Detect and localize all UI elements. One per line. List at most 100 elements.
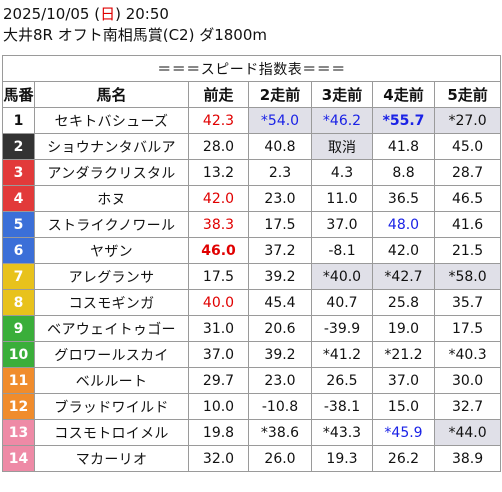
speed-index-cell: *46.2: [311, 107, 373, 134]
horse-name: ブラッドワイルド: [34, 393, 189, 420]
speed-index-cell: 19.8: [188, 419, 249, 446]
speed-index-cell: *27.0: [433, 107, 502, 134]
horse-name: ベルルート: [34, 367, 189, 394]
horse-number: 1: [2, 107, 35, 134]
speed-index-cell: 41.8: [372, 133, 435, 160]
speed-index-cell: 38.3: [188, 211, 249, 238]
speed-index-cell: 35.7: [433, 289, 502, 316]
horse-name: アレグランサ: [34, 263, 189, 290]
horse-name: アンダラクリスタル: [34, 159, 189, 186]
horse-row: 13 コスモトロイメル 19.8 *38.6 *43.3 *45.9 *44.0: [2, 419, 502, 446]
horse-row: 1 セキトバシューズ 42.3 *54.0 *46.2 *55.7 *27.0: [2, 107, 502, 134]
speed-index-cell: 46.5: [433, 185, 502, 212]
speed-index-cell: 25.8: [372, 289, 435, 316]
horse-name: コスモトロイメル: [34, 419, 189, 446]
speed-index-cell: 23.0: [248, 367, 312, 394]
horse-name: グロワールスカイ: [34, 341, 189, 368]
speed-index-cell: 19.0: [372, 315, 435, 342]
speed-index-cell: *54.0: [248, 107, 312, 134]
horse-name: ヤザン: [34, 237, 189, 264]
speed-index-table: ＝＝＝スピード指数表＝＝＝ 馬番 馬名 前走 2走前 3走前 4走前 5走前 1…: [1, 55, 502, 472]
horse-number: 11: [2, 367, 35, 394]
horse-number: 13: [2, 419, 35, 446]
speed-index-cell: 28.7: [433, 159, 502, 186]
col-header-last: 前走: [188, 81, 249, 108]
col-header-3back: 3走前: [311, 81, 373, 108]
speed-index-cell: 20.6: [248, 315, 312, 342]
speed-index-cell: 41.6: [433, 211, 502, 238]
horse-number: 14: [2, 445, 35, 472]
speed-index-cell: 取消: [311, 133, 373, 160]
speed-index-cell: 26.5: [311, 367, 373, 394]
date-suffix: ) 20:50: [115, 5, 169, 23]
weekday: 日: [100, 5, 116, 23]
horse-row: 10 グロワールスカイ 37.0 39.2 *41.2 *21.2 *40.3: [2, 341, 502, 368]
speed-index-cell: *41.2: [311, 341, 373, 368]
speed-index-cell: 42.3: [188, 107, 249, 134]
speed-index-cell: 15.0: [372, 393, 435, 420]
speed-index-cell: 45.4: [248, 289, 312, 316]
speed-index-cell: 28.0: [188, 133, 249, 160]
horse-row: 6 ヤザン 46.0 37.2 -8.1 42.0 21.5: [2, 237, 502, 264]
horse-number: 12: [2, 393, 35, 420]
horse-row: 5 ストライクノワール 38.3 17.5 37.0 48.0 41.6: [2, 211, 502, 238]
speed-index-cell: 10.0: [188, 393, 249, 420]
speed-index-cell: 19.3: [311, 445, 373, 472]
speed-index-cell: 11.0: [311, 185, 373, 212]
speed-index-cell: -38.1: [311, 393, 373, 420]
horse-number: 5: [2, 211, 35, 238]
horse-row: 4 ホヌ 42.0 23.0 11.0 36.5 46.5: [2, 185, 502, 212]
horse-row: 7 アレグランサ 17.5 39.2 *40.0 *42.7 *58.0: [2, 263, 502, 290]
horse-number: 7: [2, 263, 35, 290]
speed-index-cell: 37.0: [372, 367, 435, 394]
speed-index-cell: 40.8: [248, 133, 312, 160]
horse-number: 9: [2, 315, 35, 342]
speed-index-cell: *21.2: [372, 341, 435, 368]
horse-number: 4: [2, 185, 35, 212]
speed-index-cell: 32.0: [188, 445, 249, 472]
horse-name: ベアウェイトゥゴー: [34, 315, 189, 342]
speed-index-cell: 8.8: [372, 159, 435, 186]
speed-index-cell: 37.0: [311, 211, 373, 238]
speed-index-cell: 40.0: [188, 289, 249, 316]
speed-index-cell: 45.0: [433, 133, 502, 160]
speed-index-cell: 42.0: [372, 237, 435, 264]
speed-index-cell: 32.7: [433, 393, 502, 420]
horse-name: セキトバシューズ: [34, 107, 189, 134]
horse-number: 3: [2, 159, 35, 186]
speed-index-cell: 42.0: [188, 185, 249, 212]
speed-index-cell: 30.0: [433, 367, 502, 394]
speed-index-cell: *43.3: [311, 419, 373, 446]
speed-index-cell: 37.0: [188, 341, 249, 368]
horse-row: 3 アンダラクリスタル 13.2 2.3 4.3 8.8 28.7: [2, 159, 502, 186]
col-header-name: 馬名: [34, 81, 189, 108]
speed-index-cell: -10.8: [248, 393, 312, 420]
speed-index-cell: 17.5: [248, 211, 312, 238]
speed-index-cell: 13.2: [188, 159, 249, 186]
speed-index-cell: *42.7: [372, 263, 435, 290]
speed-index-cell: *44.0: [433, 419, 502, 446]
speed-index-cell: *40.0: [311, 263, 373, 290]
speed-index-cell: 17.5: [188, 263, 249, 290]
speed-index-cell: *45.9: [372, 419, 435, 446]
speed-index-cell: 17.5: [433, 315, 502, 342]
speed-index-cell: 26.2: [372, 445, 435, 472]
speed-index-cell: 23.0: [248, 185, 312, 212]
speed-index-cell: -8.1: [311, 237, 373, 264]
horse-name: コスモギンガ: [34, 289, 189, 316]
speed-index-cell: *38.6: [248, 419, 312, 446]
speed-index-cell: *40.3: [433, 341, 502, 368]
horse-name: マカーリオ: [34, 445, 189, 472]
speed-index-cell: 40.7: [311, 289, 373, 316]
speed-index-cell: 39.2: [248, 341, 312, 368]
horse-number: 6: [2, 237, 35, 264]
horse-row: 11 ベルルート 29.7 23.0 26.5 37.0 30.0: [2, 367, 502, 394]
col-header-number: 馬番: [2, 81, 35, 108]
horse-name: ショウナンタバルア: [34, 133, 189, 160]
horse-name: ストライクノワール: [34, 211, 189, 238]
speed-index-cell: 37.2: [248, 237, 312, 264]
horse-row: 9 ベアウェイトゥゴー 31.0 20.6 -39.9 19.0 17.5: [2, 315, 502, 342]
speed-index-cell: 4.3: [311, 159, 373, 186]
horse-row: 14 マカーリオ 32.0 26.0 19.3 26.2 38.9: [2, 445, 502, 472]
speed-index-cell: 39.2: [248, 263, 312, 290]
